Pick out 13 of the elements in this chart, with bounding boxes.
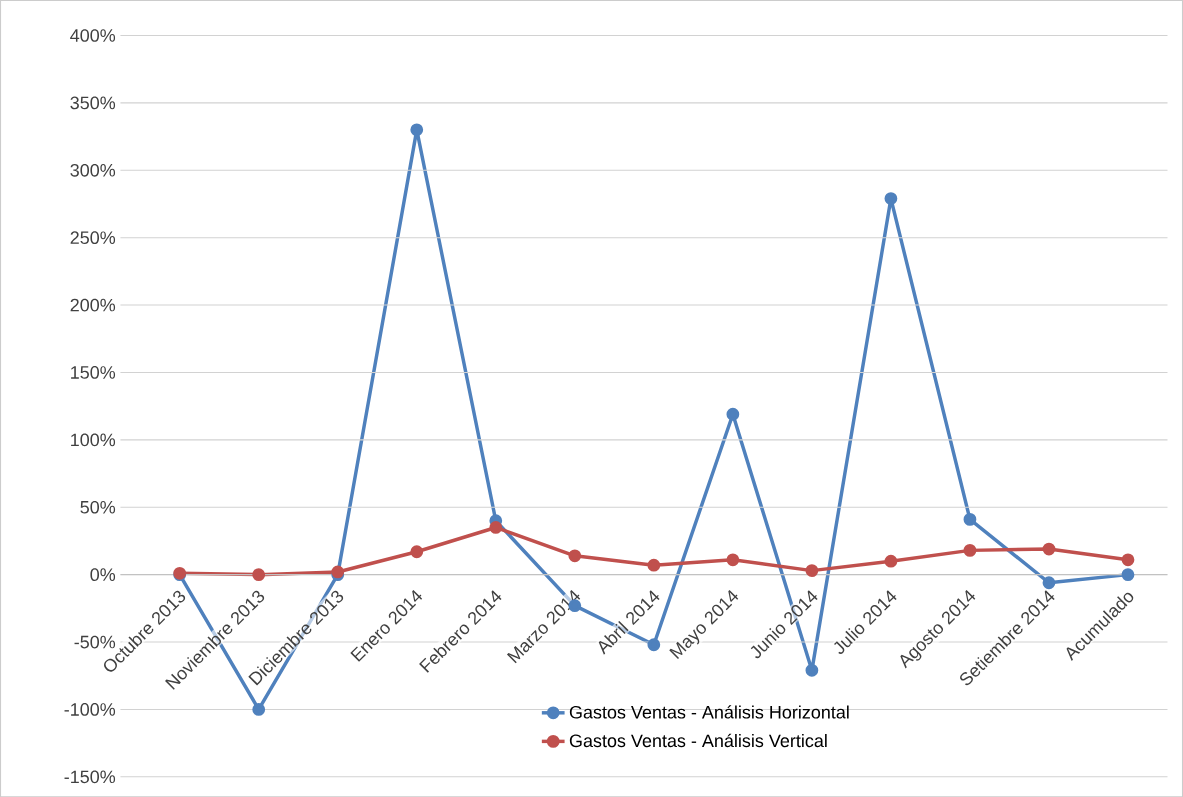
- y-tick-label: 250%: [70, 231, 116, 244]
- y-tick-label: 100%: [71, 433, 116, 447]
- y-tick-label: 200%: [70, 298, 116, 312]
- y-tick-label: 300%: [70, 163, 116, 177]
- y-tick-label: -100%: [64, 702, 116, 716]
- y-tick-label: 400%: [70, 28, 116, 42]
- y-tick-label: 50%: [80, 500, 116, 514]
- y-tick-label: 350%: [70, 96, 116, 110]
- legend-label: Gastos Ventas - Análisis Vertical: [569, 733, 827, 747]
- y-tick-label: -150%: [64, 770, 116, 784]
- y-tick-label: 150%: [71, 365, 116, 379]
- y-tick-label: 0%: [90, 568, 116, 581]
- legend-label: Gastos Ventas - Análisis Horizontal: [569, 705, 849, 719]
